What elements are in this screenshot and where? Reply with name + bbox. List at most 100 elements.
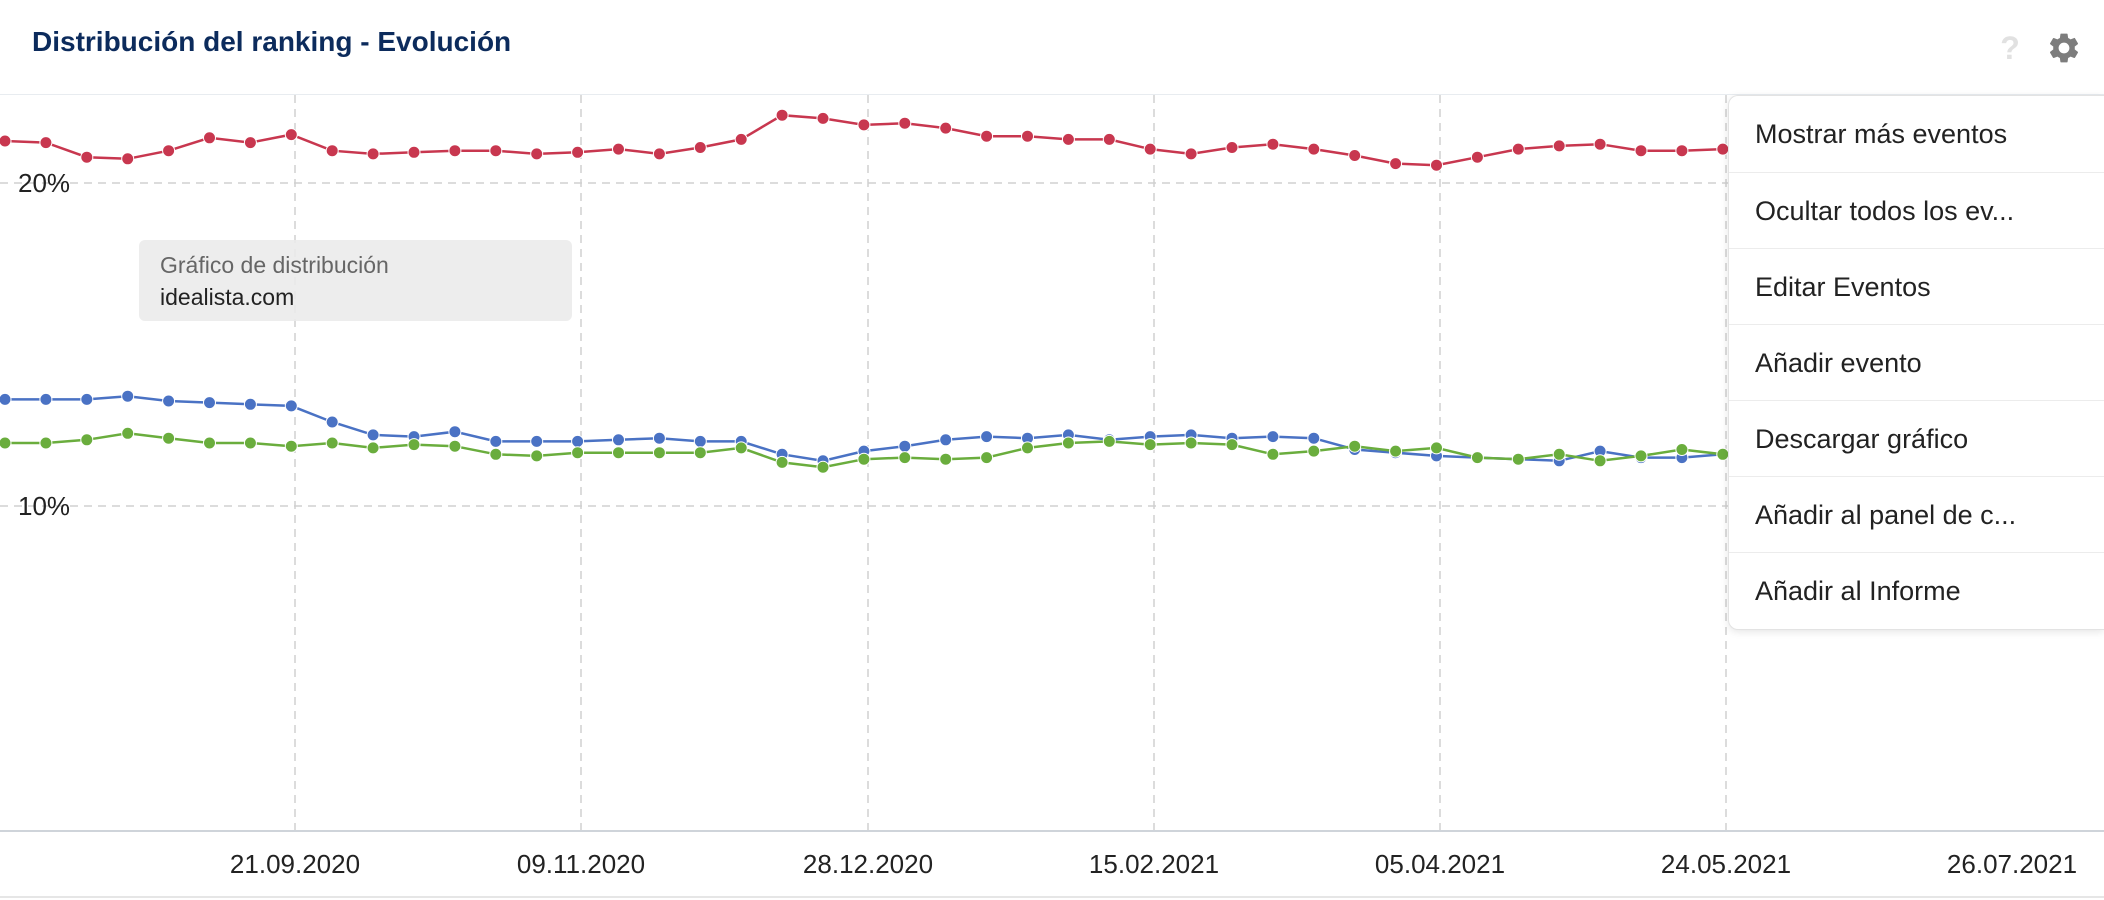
menu-item-add-event[interactable]: Añadir evento [1729,324,2104,400]
green-series-point [1593,454,1607,468]
red-series-point [612,142,625,156]
green-series-point [1716,447,1730,461]
blue-series-point [1266,430,1280,444]
red-series-point [1593,137,1607,151]
red-series-point [1348,149,1362,162]
green-series-point [162,431,176,445]
green-series-point [366,441,380,455]
green-series-point [1470,451,1484,465]
menu-item-show-more-events[interactable]: Mostrar más eventos [1755,119,2008,149]
green-series-point [734,441,748,455]
green-series-point [571,446,585,460]
red-series-point [775,108,789,122]
green-series-point [1143,438,1157,452]
green-series-point [1511,452,1525,466]
red-series-point [1307,142,1321,156]
red-series-point [1266,137,1280,151]
red-series-point [857,118,871,132]
tooltip-domain: idealista.com [160,284,295,310]
red-series-point [939,121,953,135]
blue-series-point [0,392,12,406]
panel-title: Distribución del ranking - Evolución [32,26,512,57]
red-series-point [1143,142,1157,156]
red-series-point [1675,144,1689,158]
blue-series-point [203,396,216,410]
menu-item-hide-all-events[interactable]: Ocultar todos los ev... [1729,172,2104,248]
blue-series-point [530,434,544,448]
red-series-point [898,116,912,130]
x-tick-label: 21.09.2020 [230,849,360,879]
red-series-point [1389,157,1403,171]
green-series-line [5,432,1764,469]
red-series-point [693,141,707,154]
blue-series-point [898,439,912,453]
x-tick-label: 05.04.2021 [1375,849,1505,879]
green-series-point [1061,436,1075,450]
menu-item-add-to-report[interactable]: Añadir al Informe [1729,552,2104,628]
blue-series-point [243,397,257,411]
panel-header: Distribución del ranking - Evolución ? [0,0,2104,95]
menu-item-edit-events[interactable]: Editar Eventos [1729,248,2104,324]
blue-series [0,389,1771,468]
red-series-point [571,145,585,159]
green-series [0,426,1771,474]
blue-series-point [1307,431,1321,445]
red-series-point [162,144,176,158]
blue-series-point [652,431,666,445]
blue-series-point [980,430,994,444]
red-series-point [407,145,421,159]
green-series-point [1430,441,1443,455]
green-series-point [1307,444,1321,458]
red-series-point [366,147,380,161]
tooltip-title: Gráfico de distribución [160,252,389,278]
blue-series-point [489,434,503,448]
x-tick-label: 09.11.2020 [517,849,645,879]
red-series-point [530,147,544,161]
red-series-point [1634,144,1648,158]
green-series-point [325,436,339,450]
menu-item-download-chart[interactable]: Descargar gráfico [1729,400,2104,476]
red-series-point [243,136,257,150]
question-mark-icon[interactable]: ? [2000,30,2020,66]
blue-series-point [571,434,585,448]
blue-series-point [162,394,176,408]
x-tick-label: 26.07.2021 [1947,849,2077,879]
green-series-point [39,436,53,450]
red-series-point [489,144,503,158]
blue-series-line [5,394,1764,463]
red-series-point [1511,142,1525,156]
red-series-point [39,136,53,150]
blue-series-point [284,399,298,413]
blue-series-point [366,428,380,442]
y-tick-label: 20% [18,168,70,198]
red-series-point [734,132,748,146]
red-series-point [284,128,298,142]
green-series-point [775,455,789,469]
green-series-point [1389,444,1403,458]
green-series-point [612,446,625,460]
blue-series-point [80,392,94,406]
green-series-point [203,436,216,450]
green-series-point [1634,449,1648,463]
x-tick-label: 15.02.2021 [1089,849,1219,879]
menu-item-add-to-dashboard[interactable]: Añadir al panel de c... [1729,476,2104,552]
red-series-point [1470,150,1484,164]
red-series-point [1225,141,1239,154]
green-series-point [407,438,421,452]
green-series-point [980,451,994,465]
green-series-point [1675,443,1689,456]
green-series-point [1266,447,1280,461]
green-series-point [243,436,257,450]
green-series-point [939,452,953,466]
red-series-point [816,111,830,125]
red-series-point [80,150,94,164]
red-series-point [0,134,12,148]
green-series-point [1102,434,1116,448]
red-series-point [1184,147,1198,161]
green-series-point [448,439,462,453]
green-series-point [121,426,135,440]
red-series-point [1021,129,1034,143]
gear-icon[interactable] [2046,30,2082,66]
green-series-point [1225,438,1239,452]
green-series-point [489,447,503,461]
